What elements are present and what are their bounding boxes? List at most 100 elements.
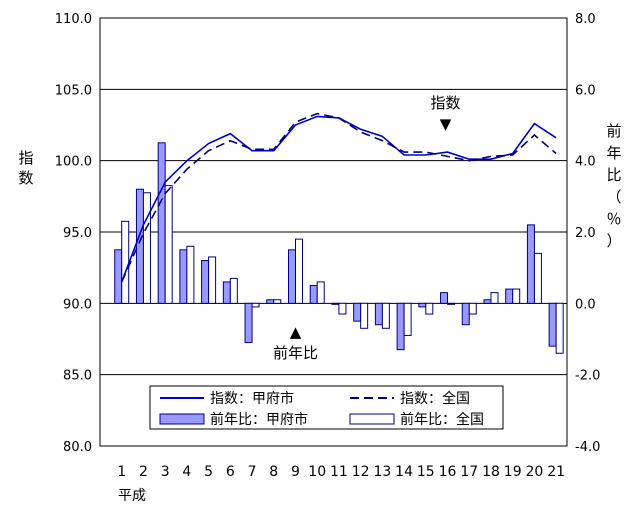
x-tick-label: 17 [460, 464, 478, 480]
y-right-axis-label: 前 [606, 122, 621, 140]
bar-national [403, 302, 412, 336]
bar-national [381, 302, 390, 329]
bar-kofu [526, 224, 535, 304]
x-tick-label: 2 [139, 464, 148, 480]
y-right-axis-label: （ [606, 188, 621, 206]
bar-kofu [287, 249, 296, 304]
bar-national [468, 302, 477, 315]
x-tick-label: 6 [226, 464, 235, 480]
bar-kofu [114, 249, 123, 304]
y-left-tick-label: 90.0 [63, 297, 92, 312]
bar-kofu [353, 302, 362, 322]
bar-kofu [440, 292, 449, 304]
bar-national [142, 192, 151, 304]
legend-label: 指数：全国 [400, 390, 470, 407]
bar-kofu [309, 285, 318, 304]
x-tick-label: 13 [373, 464, 391, 480]
x-tick-label: 20 [526, 464, 544, 480]
x-tick-label: 7 [248, 464, 257, 480]
bar-national [360, 302, 369, 329]
y-right-tick-label: 8.0 [575, 12, 596, 27]
bar-national [316, 281, 325, 304]
y-right-tick-label: -4.0 [575, 440, 600, 455]
bar-national [425, 302, 434, 315]
x-tick-label: 21 [547, 464, 565, 480]
bar-national [294, 238, 303, 304]
legend-box [149, 385, 504, 430]
bar-kofu [135, 188, 144, 304]
annotation-yoy-marker: ▲ [290, 323, 302, 341]
x-tick-label: 11 [330, 464, 348, 480]
bar-national [251, 302, 260, 308]
bar-kofu [157, 142, 166, 304]
y-left-axis-label: 指 [18, 149, 33, 167]
y-left-axis-label: 数 [18, 169, 33, 187]
x-tick-label: 3 [161, 464, 170, 480]
bar-kofu [483, 299, 492, 304]
bar-series [114, 142, 564, 354]
bar-kofu [222, 281, 231, 304]
bar-national [273, 299, 282, 304]
y-right-tick-label: 2.0 [575, 226, 596, 241]
bar-national [512, 288, 521, 304]
x-tick-label: 14 [395, 464, 413, 480]
bar-kofu [548, 302, 557, 347]
y-right-tick-label: 0.0 [575, 297, 596, 312]
y-left-tick-label: 80.0 [63, 440, 92, 455]
bar-kofu [179, 249, 188, 304]
bar-kofu [266, 299, 275, 304]
bar-national [447, 302, 456, 305]
legend-label: 指数：甲府市 [210, 390, 294, 407]
bar-national [533, 252, 542, 304]
y-right-tick-label: 6.0 [575, 83, 596, 98]
bar-national [164, 185, 173, 304]
legend-label: 前年比：全国 [400, 411, 484, 428]
y-right-axis-label: ） [606, 232, 621, 250]
bar-kofu [201, 260, 210, 304]
y-right-axis-label: 年 [606, 144, 621, 162]
bar-national [186, 245, 195, 304]
annotation-index-label: 指数 [431, 94, 461, 112]
x-tick-label: 18 [482, 464, 500, 480]
annotations: 指数 ▼ ▲ 前年比 [273, 94, 461, 362]
line-national [120, 112, 557, 283]
x-tick-label: 5 [204, 464, 213, 480]
x-tick-label: 15 [417, 464, 435, 480]
x-tick-label: 10 [308, 464, 326, 480]
bar-national [490, 292, 499, 304]
bar-kofu [244, 302, 253, 344]
legend-swatch [349, 413, 395, 425]
bar-national [555, 302, 564, 354]
plot-frame [99, 17, 568, 447]
bar-kofu [461, 302, 470, 326]
x-tick-label: 4 [182, 464, 191, 480]
y-left-tick-label: 105.0 [55, 83, 92, 98]
bar-kofu [418, 302, 427, 308]
x-era-label: 平成 [118, 488, 146, 504]
bar-kofu [505, 288, 514, 304]
y-right-axis-label: 比 [606, 166, 621, 184]
bar-national [338, 302, 347, 315]
x-tick-label: 1 [117, 464, 126, 480]
x-tick-label: 12 [352, 464, 370, 480]
x-tick-label: 19 [504, 464, 522, 480]
bar-kofu [331, 302, 340, 305]
line-series [120, 112, 557, 283]
y-right-axis-label: ％ [606, 210, 621, 228]
legend-swatch [159, 413, 205, 425]
bar-kofu [396, 302, 405, 351]
legend-label: 前年比：甲府市 [210, 411, 308, 428]
annotation-index-marker: ▼ [440, 115, 452, 133]
bar-national [229, 277, 238, 304]
y-left-tick-label: 85.0 [63, 369, 92, 384]
bar-national [208, 256, 217, 304]
y-left-tick-label: 110.0 [55, 12, 92, 27]
axes: 80.0 -4.0 85.0 -2.0 90.0 0.0 95.0 2.0 100.0 4.0 10… [18, 12, 621, 504]
y-left-tick-label: 100.0 [55, 155, 92, 170]
bar-kofu [374, 302, 383, 326]
x-tick-label: 8 [269, 464, 278, 480]
y-right-tick-label: 4.0 [575, 155, 596, 170]
y-right-tick-label: -2.0 [575, 369, 600, 384]
